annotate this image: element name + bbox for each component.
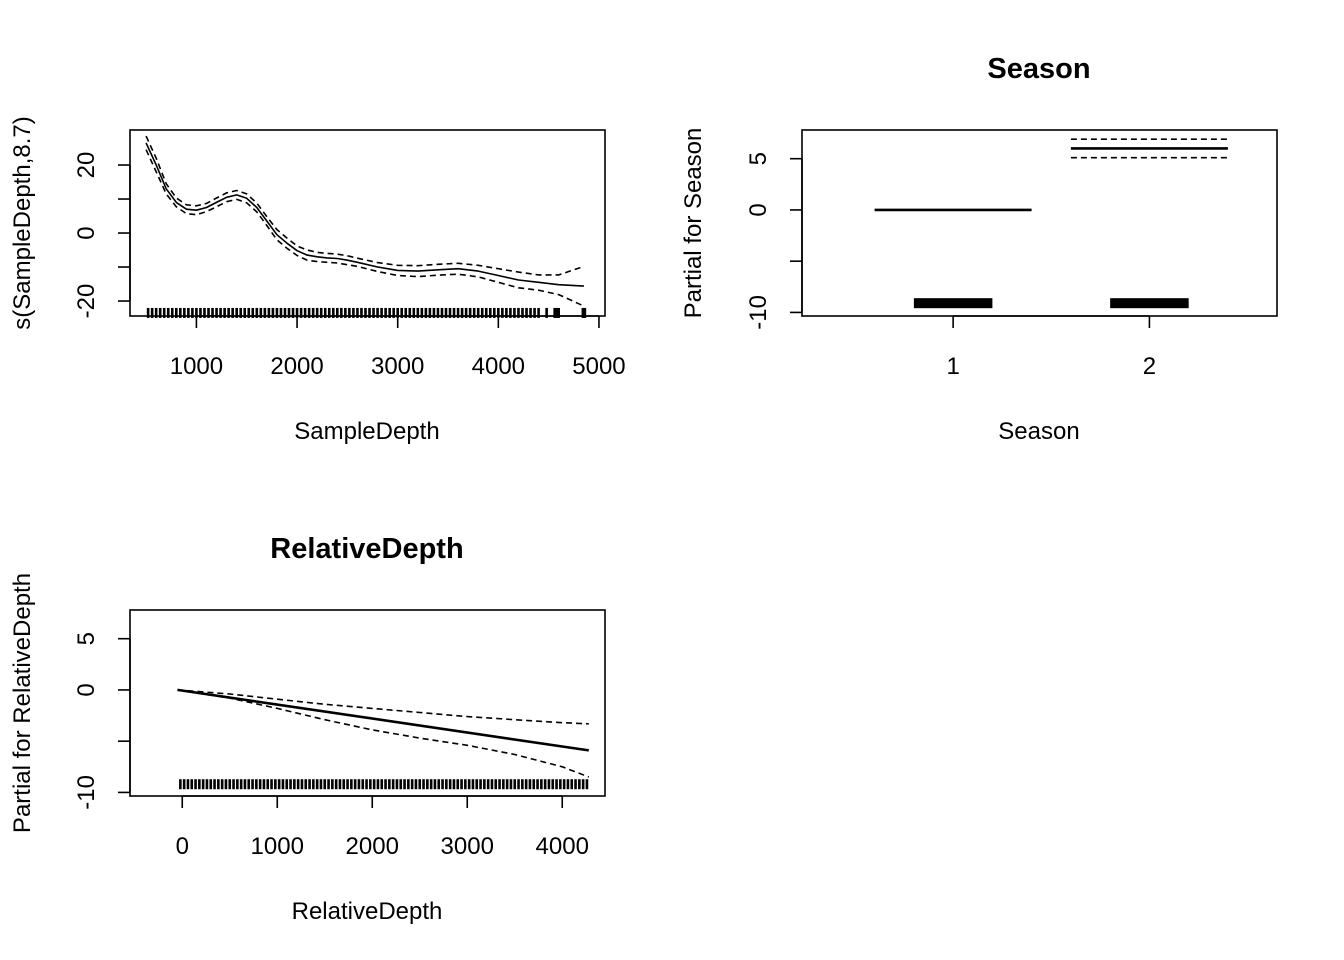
x-tick-label: 4000 <box>472 353 525 380</box>
confidence-band-line <box>177 689 589 725</box>
y-axis-title: Partial for RelativeDepth <box>9 573 36 833</box>
rug-bar <box>1110 298 1189 309</box>
x-axis-title: RelativeDepth <box>292 898 443 925</box>
y-tick-label: 5 <box>73 632 100 645</box>
y-axis: -20 0 20 <box>73 152 131 319</box>
y-tick-label: 5 <box>745 152 772 165</box>
x-tick-label: 3000 <box>441 833 494 860</box>
y-tick-label: 20 <box>73 152 100 179</box>
marks <box>145 135 587 318</box>
rug-bar <box>913 298 993 309</box>
marks <box>177 688 590 790</box>
y-axis-title: Partial for Season <box>680 128 707 319</box>
x-tick-label: 2 <box>1143 353 1156 380</box>
x-tick-label: 2000 <box>346 833 399 860</box>
confidence-band-line <box>145 149 585 307</box>
x-tick-label: 3000 <box>371 353 424 380</box>
x-tick-label: 1000 <box>170 353 223 380</box>
confidence-band-line <box>177 689 590 778</box>
plot-frame <box>129 129 606 317</box>
y-tick-label: -10 <box>745 295 772 330</box>
y-tick-label: -20 <box>73 284 100 319</box>
fit-line <box>145 142 584 287</box>
y-axis-title: s(SampleDepth,8.7) <box>9 116 36 329</box>
plot-frame <box>129 609 606 797</box>
y-tick-label: 0 <box>73 683 100 696</box>
marks <box>874 138 1228 309</box>
x-tick-label: 4000 <box>536 833 589 860</box>
x-tick-label: 1000 <box>251 833 304 860</box>
confidence-band-line <box>145 135 585 276</box>
y-axis: -10 0 5 <box>745 152 803 330</box>
x-tick-label: 5000 <box>572 353 625 380</box>
panel-title: Season <box>987 53 1090 85</box>
x-axis: 0 1000 2000 3000 4000 <box>176 795 589 860</box>
y-tick-label: -10 <box>73 775 100 810</box>
x-axis-title: SampleDepth <box>294 418 439 445</box>
panel-relativedepth: RelativeDepth 0 1000 2000 3000 4000 -10 0 5 Re… <box>9 533 606 925</box>
x-axis-title: Season <box>998 418 1079 445</box>
fit-line <box>177 688 589 752</box>
y-tick-label: 0 <box>73 226 100 239</box>
x-tick-label: 1 <box>946 353 959 380</box>
panel-title: RelativeDepth <box>270 533 463 565</box>
x-axis: 1000 2000 3000 4000 5000 <box>170 315 626 380</box>
x-tick-label: 2000 <box>270 353 323 380</box>
x-tick-label: 0 <box>176 833 189 860</box>
y-tick-label: 0 <box>745 203 772 216</box>
y-axis: -10 0 5 <box>73 632 131 810</box>
